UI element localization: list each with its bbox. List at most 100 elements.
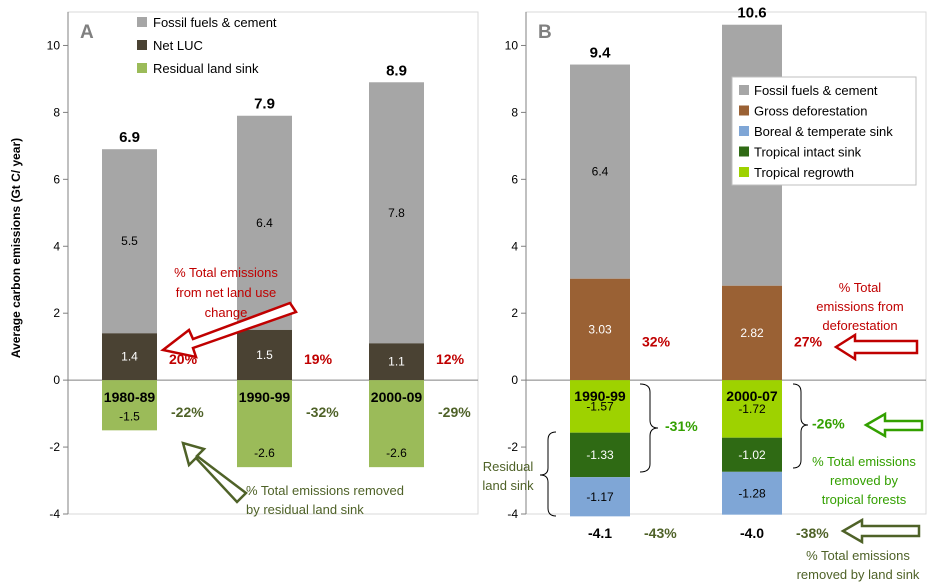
pct-sink-label: -29% (438, 404, 471, 420)
bar-b-gross-def (570, 278, 630, 381)
bar-a-netluc-label: 1.5 (256, 348, 273, 362)
legend-a-swatch (137, 17, 147, 27)
bar-a-residual-label: -2.6 (254, 446, 275, 460)
total-bottom-label-b: -4.0 (740, 525, 764, 541)
legend-b-swatch (739, 167, 749, 177)
bar-a-residual (102, 380, 157, 431)
trop-annotation-line3: tropical forests (822, 492, 907, 507)
panel-a-y-tick-label: 8 (53, 105, 60, 119)
bar-a-fossil-label: 7.8 (388, 206, 405, 220)
legend-b-swatch (739, 85, 749, 95)
bar-a-netluc (237, 329, 292, 381)
bar-b-boreal (570, 477, 630, 517)
pct-sink-label: -22% (171, 404, 204, 420)
trop-annotation-line2: removed by (830, 473, 898, 488)
luc-annotation-line3: change (205, 305, 248, 320)
category-label-a: 1980-89 (104, 389, 156, 405)
bar-b-gross-def (722, 285, 782, 381)
total-label-a: 7.9 (254, 96, 275, 113)
panel-b-y-tick-label: 4 (511, 239, 518, 253)
legend-a-label: Net LUC (153, 38, 203, 53)
legend-a-swatch (137, 63, 147, 73)
panel-b-y-tick-label: 6 (511, 172, 518, 186)
residual-brace (539, 431, 557, 517)
panel-b-y-tick-label: 10 (505, 38, 519, 52)
bar-a-fossil (237, 115, 292, 330)
panel-a-y-tick-label: -2 (49, 440, 60, 454)
total-label-a: 8.9 (386, 62, 407, 79)
land-arrow (840, 517, 921, 545)
bar-a-fossil (369, 82, 424, 344)
bar-b-gross-def-label: 2.82 (740, 326, 764, 340)
bar-a-fossil (102, 149, 157, 334)
category-label-b: 1990-99 (574, 388, 626, 404)
bar-b-boreal-label: -1.28 (738, 486, 766, 500)
legend-b-label: Boreal & temperate sink (754, 124, 893, 139)
pct-def-label: 32% (642, 334, 671, 350)
bar-b-boreal (722, 471, 782, 515)
bar-b-boreal-label: -1.17 (586, 490, 614, 504)
legend-b-label: Tropical intact sink (754, 145, 862, 160)
residual-label-line2: land sink (482, 478, 534, 493)
bar-a-residual (369, 380, 424, 468)
tropical-brace-1 (639, 383, 659, 473)
def-annotation-line2: emissions from (816, 299, 903, 314)
panel-a-y-tick-label: 6 (53, 172, 60, 186)
legend-a-label: Fossil fuels & cement (153, 15, 277, 30)
panel-b-y-tick-label: -4 (507, 507, 518, 521)
legend-b-label: Fossil fuels & cement (754, 83, 878, 98)
total-top-label-b: 9.4 (590, 45, 612, 62)
sink-annotation-line1: % Total emissions removed (246, 483, 404, 498)
sink-annotation-line2: by residual land sink (246, 502, 364, 517)
bar-a-netluc-label: 1.4 (121, 350, 138, 364)
bar-a-netluc-label: 1.1 (388, 355, 405, 369)
trop-arrow (863, 411, 924, 439)
panel-a-panel-label: A (80, 22, 94, 43)
panel-b-y-tick-label: -2 (507, 440, 518, 454)
panel-b-y-tick-label: 0 (511, 373, 518, 387)
bar-a-residual-label: -1.5 (119, 409, 140, 423)
pct-land-label: -43% (644, 525, 677, 541)
legend-b-label: Tropical regrowth (754, 165, 854, 180)
panel-a-y-tick-label: 0 (53, 373, 60, 387)
y-axis-label: Average carbon emissions (Gt C/ year) (9, 138, 23, 358)
pct-land-label: -38% (796, 525, 829, 541)
bar-b-trop-intact-label: -1.33 (586, 448, 614, 462)
bar-a-netluc (369, 343, 424, 381)
land-annotation-line1: % Total emissions (806, 548, 910, 563)
bar-b-trop-regrowth-label: -1.72 (738, 402, 766, 416)
category-label-a: 1990-99 (239, 389, 291, 405)
legend-a-label: Residual land sink (153, 61, 259, 76)
bar-b-fossil-label: 6.4 (592, 165, 609, 179)
bar-a-fossil-label: 6.4 (256, 216, 273, 230)
def-arrow (833, 332, 919, 362)
category-label-a: 2000-09 (371, 389, 423, 405)
pct-luc-label: 12% (436, 351, 465, 367)
panel-a-y-tick-label: 10 (47, 38, 61, 52)
panel-a-y-tick-label: 2 (53, 306, 60, 320)
def-annotation-line3: deforestation (822, 318, 897, 333)
bar-a-residual (237, 380, 292, 468)
bar-b-trop-regrowth-label: -1.57 (586, 399, 614, 413)
panel-a-y-tick-label: -4 (49, 507, 60, 521)
legend-b-swatch (739, 146, 749, 157)
panel-b-panel-label: B (538, 22, 552, 43)
panel-b-y-tick-label: 2 (511, 306, 518, 320)
legend-b-box (731, 76, 917, 186)
panel-b: -4 -2 0 2 4 6 8 10 B 6.4 3.03 -1.57 -1.33 -1.17 1990-9… (505, 5, 927, 541)
sink-arrow (181, 441, 248, 504)
total-label-a: 6.9 (119, 129, 140, 146)
bar-b-trop-regrowth (570, 380, 630, 433)
panel-a: -4-20246810A5.51.4-1.51980-896.920%-22%6… (47, 11, 479, 521)
total-bottom-label-b: -4.1 (588, 525, 612, 541)
pct-trop-label: -31% (665, 418, 698, 434)
pct-luc-label: 19% (304, 351, 333, 367)
panel-b-y-tick-label: 8 (511, 105, 518, 119)
bar-b-fossil (570, 64, 630, 279)
land-annotation-line2: removed by land sink (797, 567, 920, 582)
legend-a-swatch (137, 40, 147, 50)
panel-a-y-tick-label: 4 (53, 239, 60, 253)
luc-annotation-line2: from net land use (176, 285, 276, 300)
category-label-b: 2000-07 (726, 388, 778, 404)
